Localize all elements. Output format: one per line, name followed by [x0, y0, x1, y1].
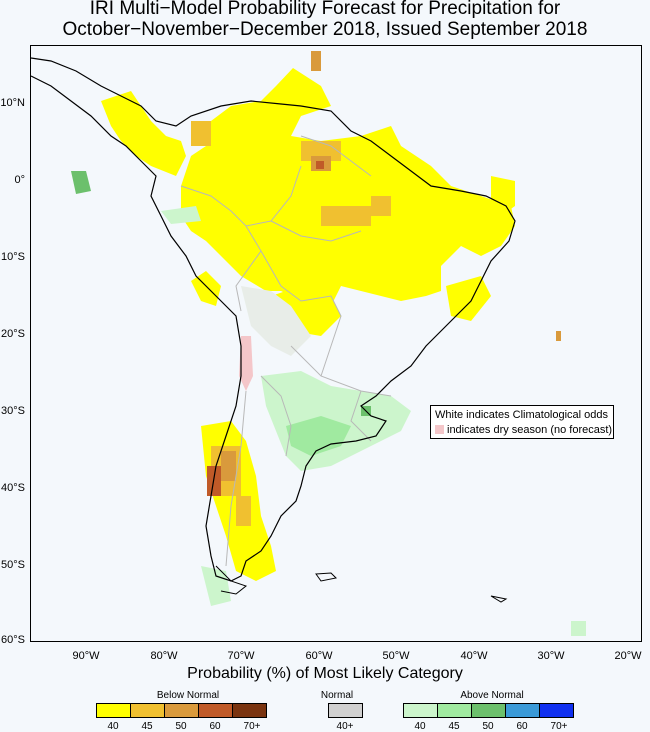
- above-normal-atlantic: [571, 621, 586, 636]
- lat-label-10n: 10°N: [0, 97, 25, 109]
- below-normal-label: Below Normal: [156, 690, 220, 701]
- above-normal-southern-tip: [201, 566, 231, 606]
- lon-label-80w: 80°W: [150, 650, 178, 662]
- south-georgia: [490, 595, 508, 603]
- normal-central: [241, 286, 311, 356]
- map-title: IRI Multi−Model Probability Forecast for…: [0, 0, 650, 40]
- above-40-swatch: [403, 703, 438, 718]
- lon-label-60w: 60°W: [305, 650, 333, 662]
- lon-label-70w: 70°W: [227, 650, 255, 662]
- title-line-2: October−November−December 2018, Issued S…: [62, 19, 588, 40]
- above-50-swatch: [471, 703, 506, 718]
- normal-tick-40: 40+: [336, 721, 354, 732]
- below-tick-45: 45: [141, 721, 153, 732]
- below-normal-northwest: [101, 91, 186, 176]
- dry-season-area: [239, 336, 253, 391]
- below-normal-north: [181, 68, 515, 311]
- legend-dry-season: indicates dry season (no forecast): [447, 424, 613, 436]
- map-frame: [30, 45, 642, 642]
- probability-title: Probability (%) of Most Likely Category: [187, 665, 463, 682]
- above-tick-70: 70+: [550, 721, 568, 732]
- lon-label-40w: 40°W: [460, 650, 488, 662]
- below-normal-colorbar: [96, 703, 267, 718]
- above-60-swatch: [505, 703, 540, 718]
- above-70-swatch: [539, 703, 574, 718]
- lat-label-20s: 20°S: [1, 328, 25, 340]
- below-normal-southeast: [446, 276, 491, 321]
- below-tick-40: 40: [107, 721, 119, 732]
- lat-label-40s: 40°S: [1, 482, 25, 494]
- above-normal-45: [286, 416, 351, 456]
- above-tick-40: 40: [414, 721, 426, 732]
- continent-coastline: [31, 57, 516, 582]
- above-tick-50: 50: [482, 721, 494, 732]
- tierra-del-fuego: [215, 565, 248, 595]
- above-normal-shading: [71, 171, 586, 636]
- below-tick-50: 50: [175, 721, 187, 732]
- above-normal-label: Above Normal: [460, 690, 524, 701]
- above-tick-45: 45: [448, 721, 460, 732]
- above-normal-north-andes: [161, 206, 201, 224]
- below-50-swatch: [164, 703, 199, 718]
- lat-label-50s: 50°S: [1, 559, 25, 571]
- lon-label-50w: 50°W: [382, 650, 410, 662]
- lon-label-90w: 90°W: [72, 650, 100, 662]
- lon-label-30w: 30°W: [537, 650, 565, 662]
- below-70-swatch: [232, 703, 267, 718]
- lat-label-10s: 10°S: [1, 251, 25, 263]
- above-45-swatch: [437, 703, 472, 718]
- country-borders: [180, 135, 392, 567]
- legend-dry-season-row: indicates dry season (no forecast): [435, 423, 613, 438]
- above-normal-galapagos: [71, 171, 91, 194]
- above-tick-60: 60: [516, 721, 528, 732]
- lat-label-0: 0°: [14, 174, 25, 186]
- above-normal-colorbar: [403, 703, 574, 718]
- forecast-map: [31, 51, 586, 636]
- lon-label-20w: 20°W: [614, 650, 642, 662]
- below-normal-andes: [191, 271, 221, 306]
- title-line-1: IRI Multi−Model Probability Forecast for…: [89, 0, 561, 19]
- normal-label: Normal: [320, 690, 354, 701]
- dry-season-swatch: [435, 425, 444, 434]
- normal-colorbar: [328, 703, 363, 718]
- below-60-swatch: [198, 703, 233, 718]
- lat-label-60s: 60°S: [1, 634, 25, 646]
- legend-climatology: White indicates Climatological odds: [435, 409, 609, 421]
- normal-40-swatch: [328, 703, 363, 718]
- below-40-swatch: [96, 703, 131, 718]
- below-45-swatch: [130, 703, 165, 718]
- lat-label-30s: 30°S: [1, 405, 25, 417]
- below-tick-60: 60: [209, 721, 221, 732]
- below-normal-coast: [491, 176, 515, 216]
- below-tick-70: 70+: [243, 721, 261, 732]
- map-legend: White indicates Climatological odds indi…: [430, 405, 614, 439]
- falkland-islands: [315, 572, 338, 582]
